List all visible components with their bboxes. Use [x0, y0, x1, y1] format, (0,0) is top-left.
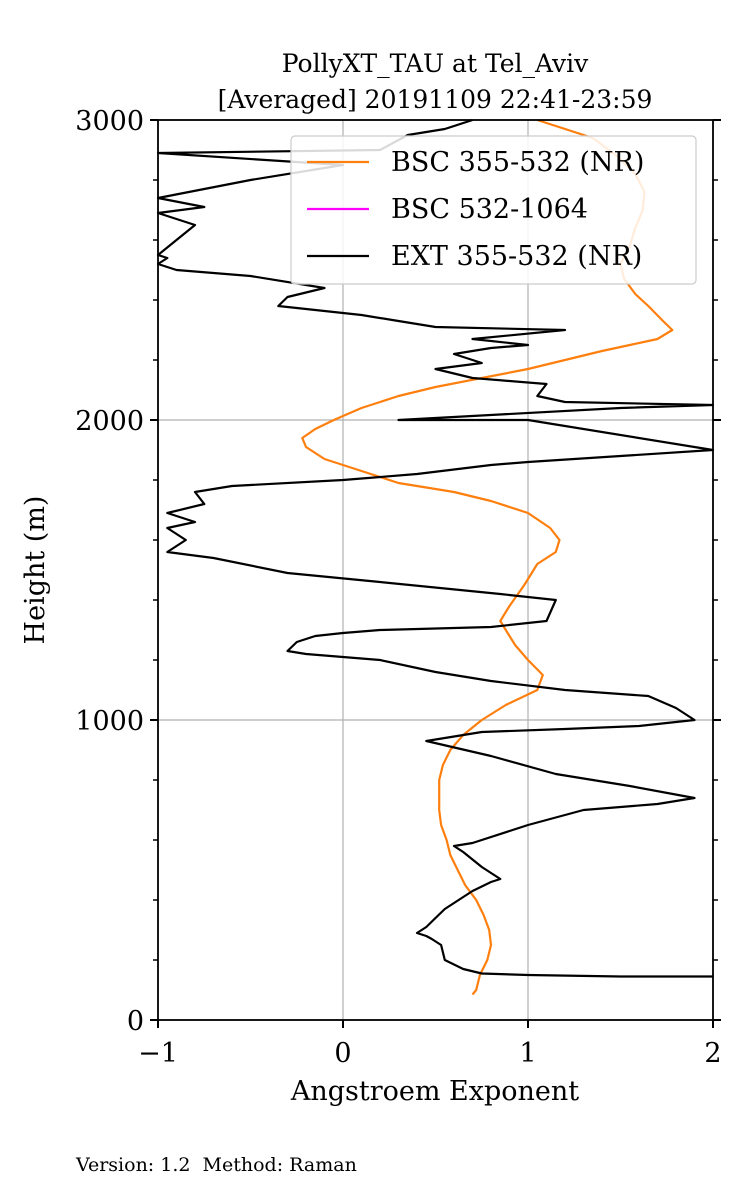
plot-frame [157, 119, 714, 1021]
y-tick-label-0: 0 [127, 1006, 144, 1037]
y-tick-label-1: 1000 [75, 706, 144, 737]
y-tick-label-3: 3000 [75, 106, 144, 137]
legend-label-1: BSC 532-1064 [391, 194, 588, 225]
series-lines [156, 118, 715, 996]
series-line-0 [301, 118, 674, 996]
chart-title-line2: [Averaged] 20191109 22:41-23:59 [218, 85, 653, 114]
x-tick-label-3: 2 [704, 1038, 721, 1069]
x-tick-label-0: −1 [138, 1038, 178, 1069]
version-method-footer: Version: 1.2 Method: Raman [76, 1154, 357, 1176]
legend-box [290, 135, 697, 285]
y-axis-label: Height (m) [20, 496, 51, 645]
x-axis-label: Angstroem Exponent [290, 1076, 579, 1107]
x-tick-label-2: 1 [519, 1038, 536, 1069]
legend-label-2: EXT 355-532 (NR) [391, 241, 642, 272]
chart-title-line1: PollyXT_TAU at Tel_Aviv [282, 49, 589, 78]
y-tick-label-2: 2000 [75, 406, 144, 437]
series-line-2 [156, 118, 715, 978]
legend: BSC 355-532 (NR) BSC 532-1064 EXT 355-532 … [290, 135, 697, 285]
legend-label-0: BSC 355-532 (NR) [391, 147, 644, 178]
x-tick-label-1: 0 [334, 1038, 351, 1069]
